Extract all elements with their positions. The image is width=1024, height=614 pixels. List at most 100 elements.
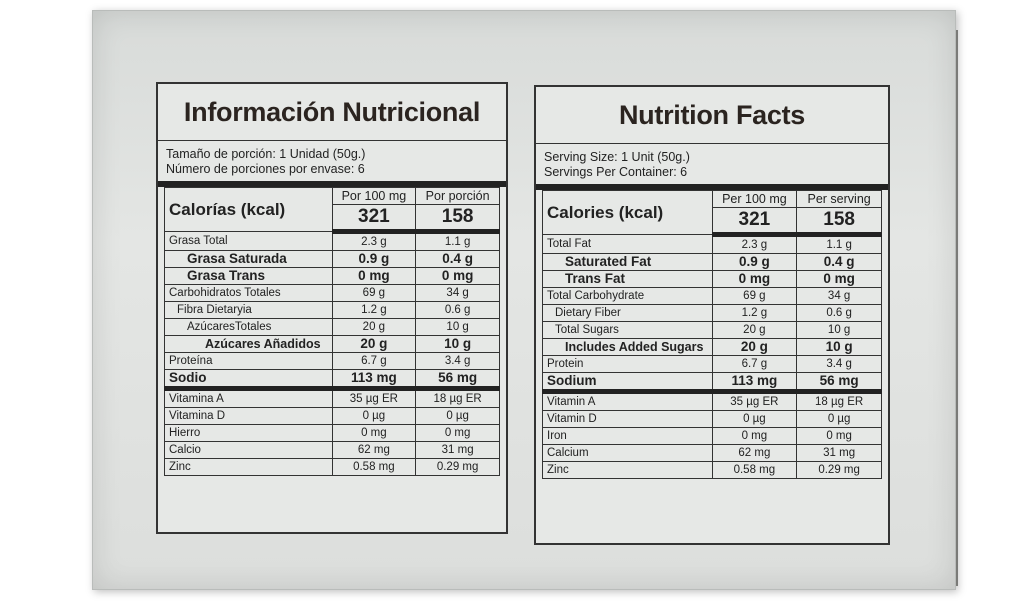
nutrient-label: Sodio: [164, 369, 333, 391]
value-per-100: 2.3 g: [711, 234, 798, 254]
nutrient-label: Fibra Dietaryia: [164, 301, 333, 319]
value-per-100: 62 mg: [331, 441, 417, 459]
value-per-serving: 10 g: [796, 338, 882, 356]
value-per-100: 20 g: [331, 318, 417, 336]
value-per-100: 6.7 g: [331, 352, 417, 370]
column-header-per-serving: Por porción: [415, 187, 500, 205]
column-header-per-100: Per 100 mg: [711, 190, 798, 208]
table-row: Saturated Fat 0.9 g 0.4 g: [542, 253, 882, 271]
value-per-serving: 0.6 g: [796, 304, 882, 322]
serving-size: Tamaño de porción: 1 Unidad (50g.): [166, 147, 366, 161]
value-per-serving: 3.4 g: [415, 352, 500, 370]
value-per-100: 0.9 g: [711, 253, 798, 271]
value-per-serving: 0 mg: [796, 270, 882, 288]
nutrition-table: Calorías (kcal) Por 100 mg Por porción 3…: [164, 187, 500, 476]
value-per-serving: 0.29 mg: [796, 461, 882, 479]
table-row: Calcio 62 mg 31 mg: [164, 441, 500, 459]
value-per-100: 0 mg: [331, 267, 417, 285]
serving-size: Serving Size: 1 Unit (50g.): [544, 150, 690, 164]
table-row: Protein 6.7 g 3.4 g: [542, 355, 882, 373]
nutrient-label: Azúcares Añadidos: [164, 335, 333, 353]
value-per-100: 0.9 g: [331, 250, 417, 268]
nutrient-label: AzúcaresTotales: [164, 318, 333, 336]
table-row: Zinc 0.58 mg 0.29 mg: [164, 458, 500, 476]
table-row: Grasa Trans 0 mg 0 mg: [164, 267, 500, 285]
nutrient-label: Hierro: [164, 424, 333, 442]
table-row: Total Carbohydrate 69 g 34 g: [542, 287, 882, 305]
table-row: Calcium 62 mg 31 mg: [542, 444, 882, 462]
value-per-serving: 0 mg: [415, 424, 500, 442]
nutrient-label: Calcio: [164, 441, 333, 459]
value-per-100: 35 µg ER: [331, 388, 417, 408]
nutrient-label: Saturated Fat: [542, 253, 713, 271]
value-per-serving: 10 g: [796, 321, 882, 339]
table-row: Carbohidratos Totales 69 g 34 g: [164, 284, 500, 302]
value-per-100: 0 µg: [711, 410, 798, 428]
nutrition-table: Calories (kcal) Per 100 mg Per serving 3…: [542, 190, 882, 479]
value-per-100: 20 g: [711, 321, 798, 339]
value-per-serving: 3.4 g: [796, 355, 882, 373]
nutrient-label: Calcium: [542, 444, 713, 462]
table-row: Trans Fat 0 mg 0 mg: [542, 270, 882, 288]
table-row: Sodium 113 mg 56 mg: [542, 372, 882, 394]
value-per-serving: 31 mg: [796, 444, 882, 462]
column-header-per-100: Por 100 mg: [331, 187, 417, 205]
nutrient-label: Vitamin A: [542, 391, 713, 411]
table-row: Hierro 0 mg 0 mg: [164, 424, 500, 442]
calories-per-100: 321: [711, 207, 798, 237]
table-row: Includes Added Sugars 20 g 10 g: [542, 338, 882, 356]
calories-per-serving: 158: [415, 204, 500, 234]
table-row: Vitamina A 35 µg ER 18 µg ER: [164, 388, 500, 408]
nutrient-label: Grasa Trans: [164, 267, 333, 285]
value-per-100: 0.58 mg: [331, 458, 417, 476]
nutrition-panel-english: Nutrition Facts Serving Size: 1 Unit (50…: [534, 85, 890, 545]
value-per-serving: 0 mg: [415, 267, 500, 285]
value-per-100: 0.58 mg: [711, 461, 798, 479]
value-per-100: 1.2 g: [711, 304, 798, 322]
nutrient-label: Iron: [542, 427, 713, 445]
panel-title: Información Nutricional: [158, 84, 506, 141]
serving-info: Tamaño de porción: 1 Unidad (50g.) Númer…: [158, 141, 506, 187]
panel-title: Nutrition Facts: [536, 87, 888, 144]
servings-per-container: Número de porciones por envase: 6: [166, 162, 365, 176]
table-row: Dietary Fiber 1.2 g 0.6 g: [542, 304, 882, 322]
nutrient-label: Vitamina A: [164, 388, 333, 408]
value-per-serving: 1.1 g: [796, 234, 882, 254]
table-row: AzúcaresTotales 20 g 10 g: [164, 318, 500, 336]
nutrient-label: Dietary Fiber: [542, 304, 713, 322]
value-per-100: 0 mg: [331, 424, 417, 442]
nutrient-label: Sodium: [542, 372, 713, 394]
value-per-serving: 0.4 g: [415, 250, 500, 268]
nutrient-label: Vitamin D: [542, 410, 713, 428]
nutrient-label: Zinc: [542, 461, 713, 479]
value-per-serving: 0.4 g: [796, 253, 882, 271]
value-per-serving: 0.29 mg: [415, 458, 500, 476]
value-per-100: 1.2 g: [331, 301, 417, 319]
table-row: Total Fat 2.3 g 1.1 g: [542, 234, 882, 254]
value-per-100: 0 mg: [711, 270, 798, 288]
serving-info: Serving Size: 1 Unit (50g.) Servings Per…: [536, 144, 888, 190]
value-per-serving: 18 µg ER: [796, 391, 882, 411]
value-per-100: 6.7 g: [711, 355, 798, 373]
value-per-serving: 0 mg: [796, 427, 882, 445]
nutrient-label: Total Carbohydrate: [542, 287, 713, 305]
nutrient-label: Proteína: [164, 352, 333, 370]
table-row: Proteína 6.7 g 3.4 g: [164, 352, 500, 370]
value-per-100: 62 mg: [711, 444, 798, 462]
value-per-serving: 18 µg ER: [415, 388, 500, 408]
value-per-100: 69 g: [331, 284, 417, 302]
value-per-serving: 31 mg: [415, 441, 500, 459]
value-per-serving: 34 g: [796, 287, 882, 305]
nutrient-label: Protein: [542, 355, 713, 373]
value-per-100: 20 g: [711, 338, 798, 356]
table-row: Grasa Saturada 0.9 g 0.4 g: [164, 250, 500, 268]
calories-per-100: 321: [331, 204, 417, 234]
table-row: Sodio 113 mg 56 mg: [164, 369, 500, 391]
nutrient-label: Zinc: [164, 458, 333, 476]
value-per-100: 69 g: [711, 287, 798, 305]
value-per-serving: 0 µg: [415, 407, 500, 425]
nutrient-label: Includes Added Sugars: [542, 338, 713, 356]
value-per-100: 20 g: [331, 335, 417, 353]
